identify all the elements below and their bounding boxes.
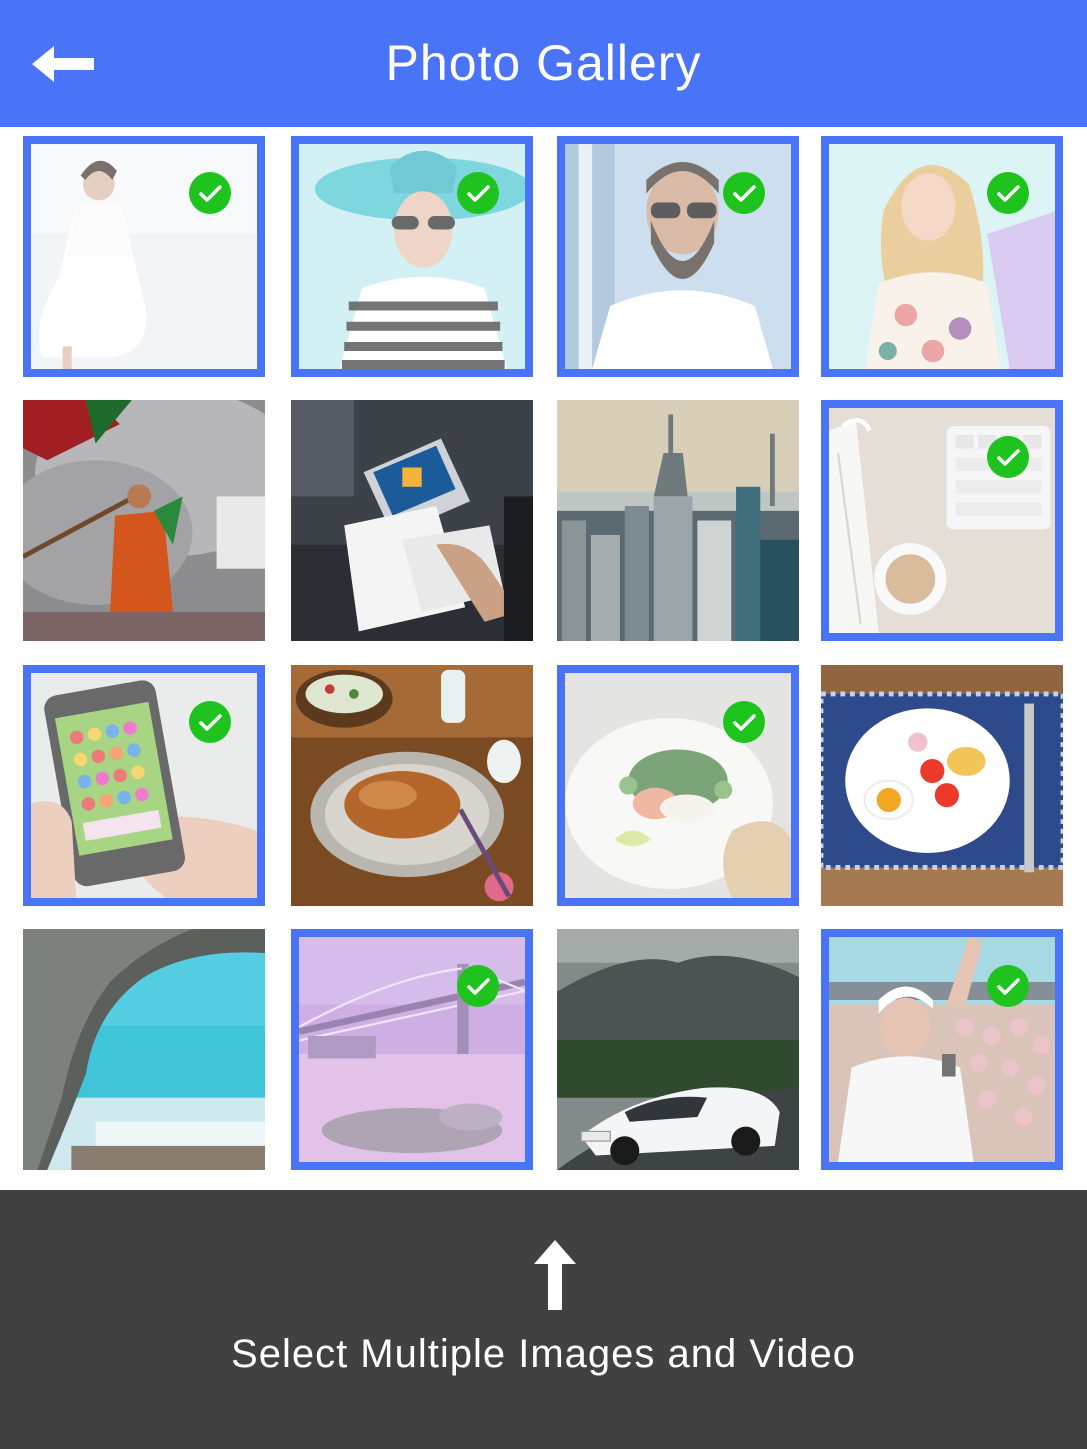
photo-thumbnail bbox=[291, 400, 533, 641]
app-header: Photo Gallery bbox=[0, 0, 1087, 127]
footer-banner: Select Multiple Images and Video bbox=[0, 1190, 1087, 1449]
photo-tile-singer-at-concert[interactable] bbox=[821, 929, 1063, 1170]
check-icon bbox=[987, 436, 1029, 478]
photo-thumbnail bbox=[23, 400, 265, 641]
photo-thumbnail bbox=[557, 929, 799, 1170]
photo-tile-desk-keyboard-coffee[interactable] bbox=[821, 400, 1063, 641]
photo-tile-city-skyline[interactable] bbox=[557, 400, 799, 641]
check-icon bbox=[189, 701, 231, 743]
photo-tile-phone-candy-game[interactable] bbox=[23, 665, 265, 906]
photo-thumbnail bbox=[821, 665, 1063, 906]
photo-thumbnail bbox=[23, 929, 265, 1170]
check-icon bbox=[457, 965, 499, 1007]
footer-caption: Select Multiple Images and Video bbox=[231, 1332, 856, 1376]
photo-tile-woman-floral-blouse[interactable] bbox=[821, 136, 1063, 377]
photo-tile-fan-with-flag-in-smoke[interactable] bbox=[23, 400, 265, 641]
photo-tile-bearded-man-sunglasses[interactable] bbox=[557, 136, 799, 377]
check-icon bbox=[723, 172, 765, 214]
check-icon bbox=[987, 965, 1029, 1007]
photo-tile-white-sports-car[interactable] bbox=[557, 929, 799, 1170]
photo-tile-salmon-plate[interactable] bbox=[557, 665, 799, 906]
check-icon bbox=[189, 172, 231, 214]
check-icon bbox=[987, 172, 1029, 214]
photo-tile-bridge-at-night[interactable] bbox=[291, 929, 533, 1170]
photo-tile-roast-chicken-dinner[interactable] bbox=[291, 665, 533, 906]
photo-thumbnail bbox=[565, 144, 791, 369]
photo-tile-meeting-laptop-papers[interactable] bbox=[291, 400, 533, 641]
photo-tile-egg-breakfast-plate[interactable] bbox=[821, 665, 1063, 906]
photo-grid bbox=[23, 136, 1063, 1170]
check-icon bbox=[457, 172, 499, 214]
check-icon bbox=[723, 701, 765, 743]
photo-thumbnail bbox=[291, 665, 533, 906]
back-button[interactable] bbox=[24, 36, 102, 92]
photo-tile-sea-cave-beach[interactable] bbox=[23, 929, 265, 1170]
page-title: Photo Gallery bbox=[385, 35, 702, 91]
photo-tile-woman-blue-hat[interactable] bbox=[291, 136, 533, 377]
photo-tile-woman-white-dress[interactable] bbox=[23, 136, 265, 377]
photo-thumbnail bbox=[557, 400, 799, 641]
arrow-up-icon bbox=[530, 1238, 580, 1312]
photo-thumbnail bbox=[829, 937, 1055, 1162]
arrow-left-icon bbox=[32, 46, 94, 82]
